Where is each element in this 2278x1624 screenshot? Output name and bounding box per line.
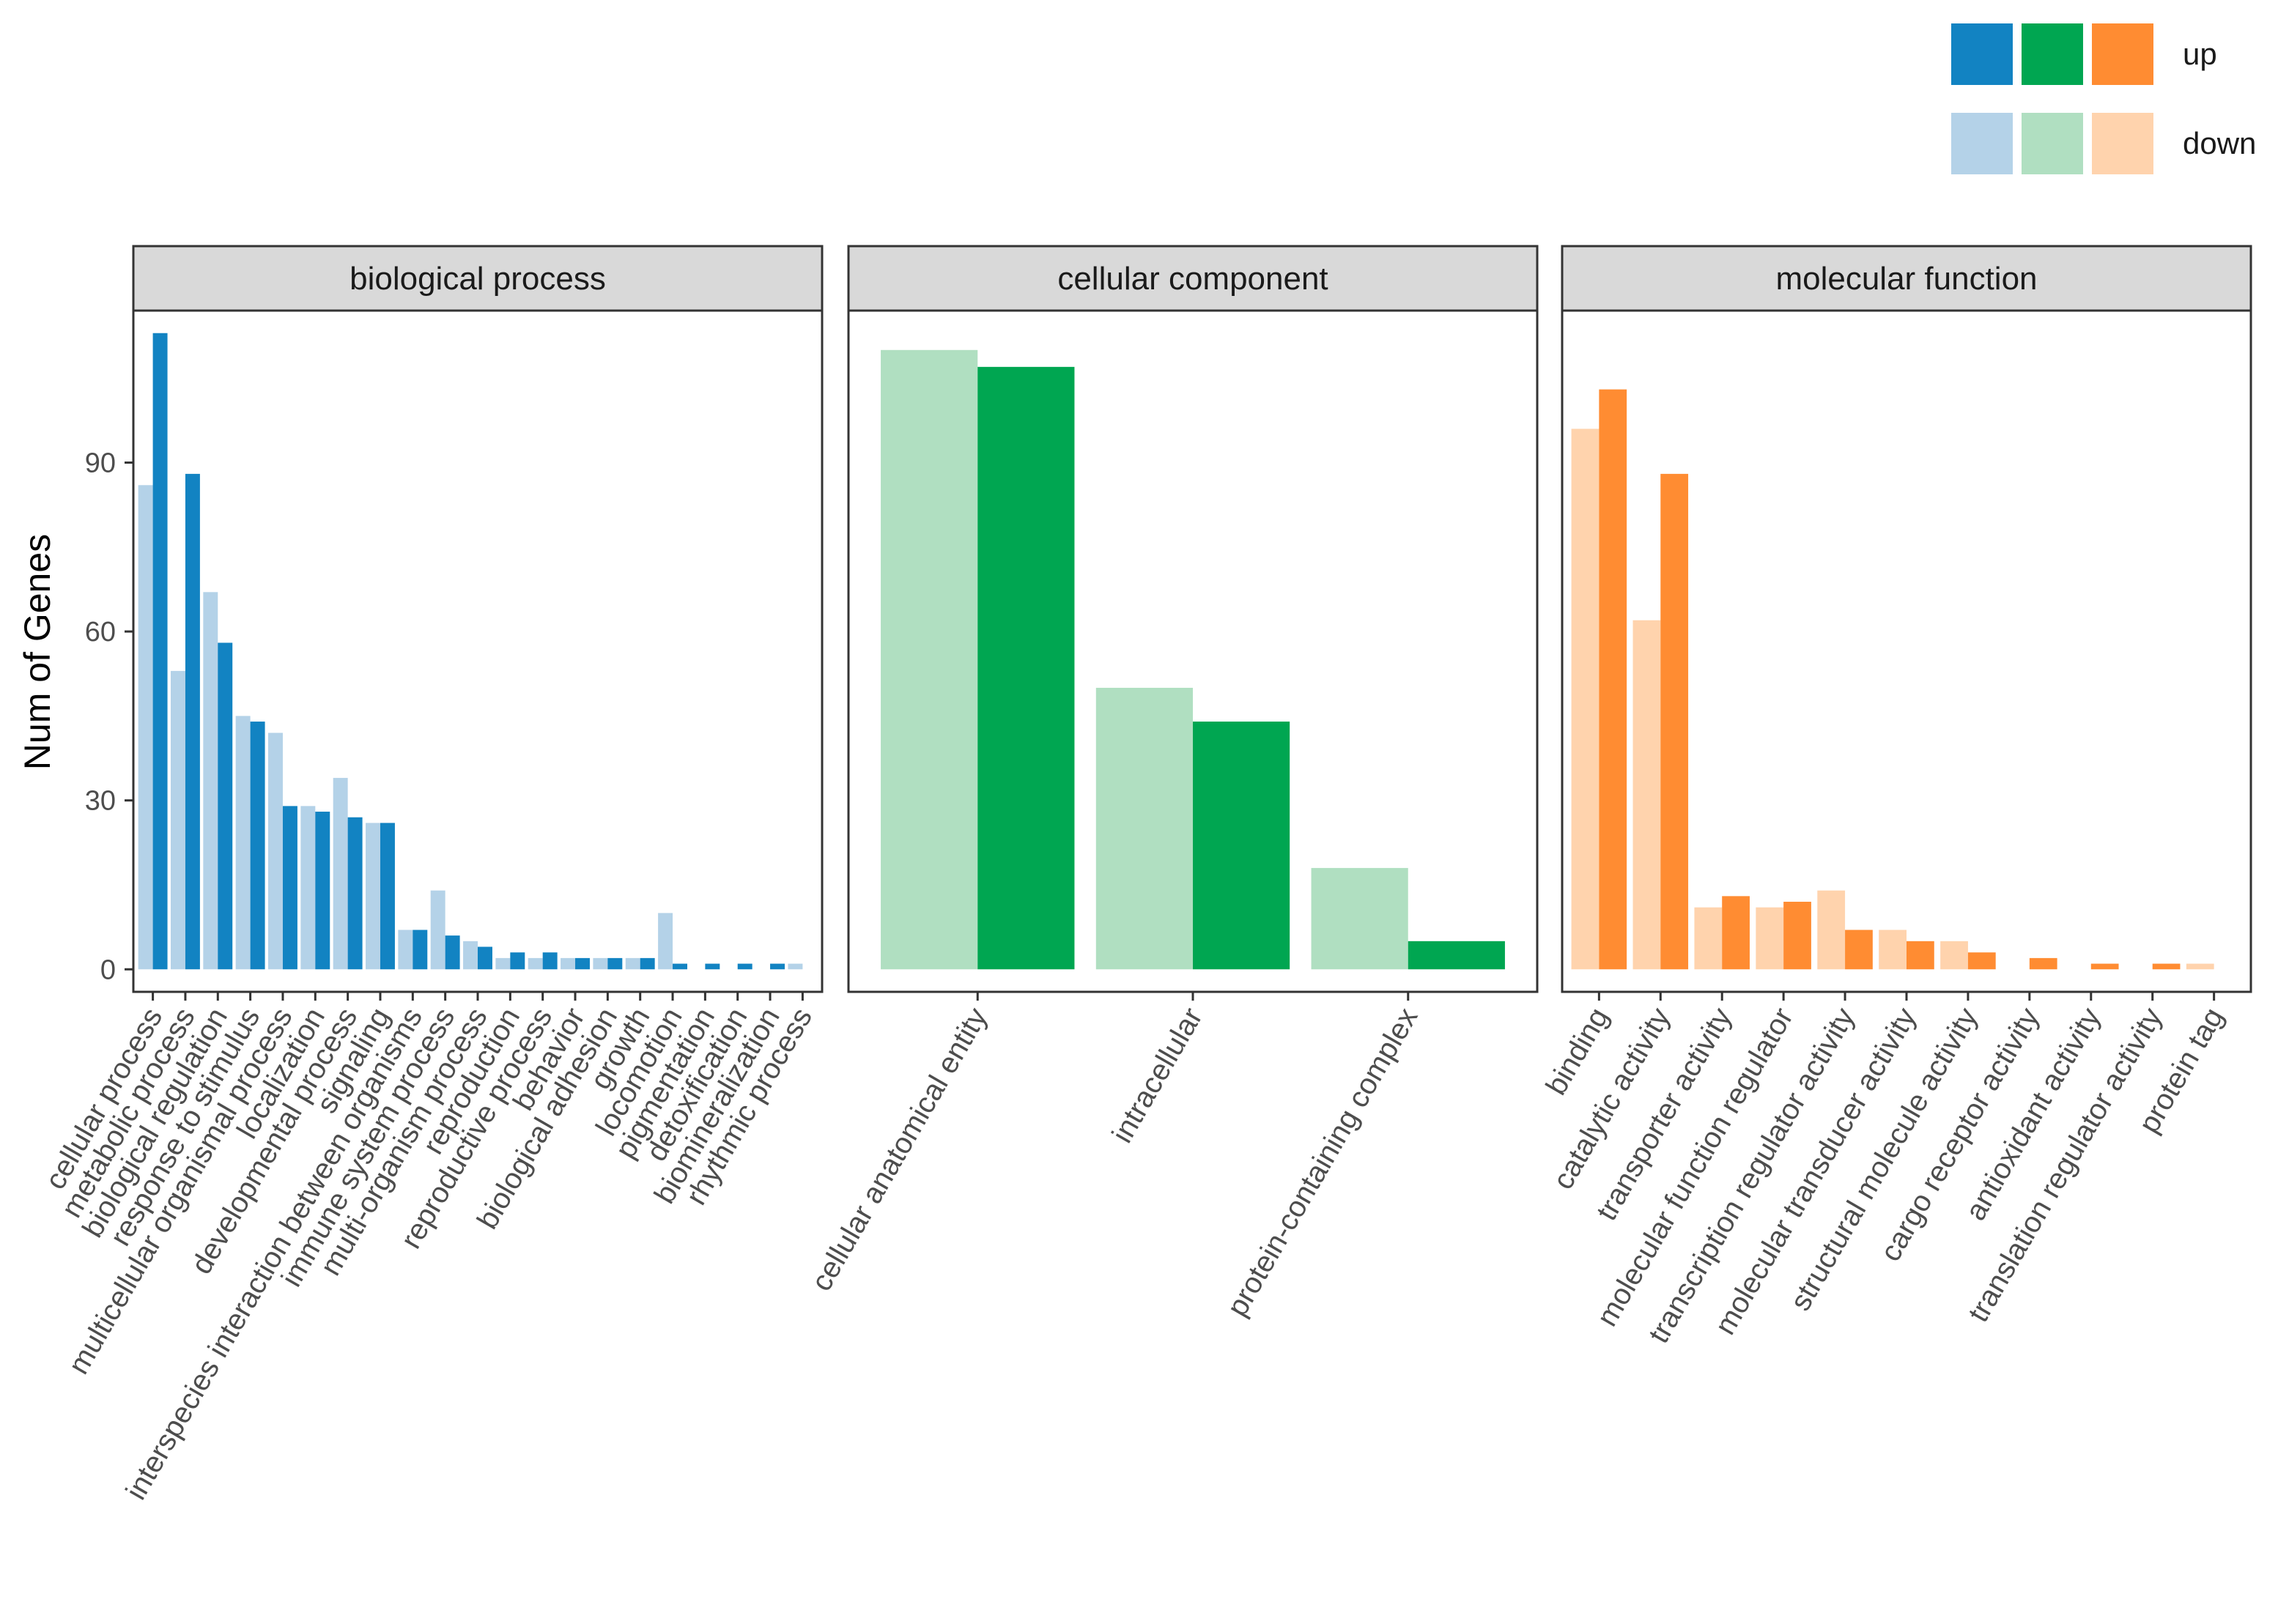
strip-title: cellular component — [1057, 261, 1328, 297]
bar-down-metabolic-process — [170, 670, 185, 970]
panel-border — [847, 309, 1539, 993]
strip-background — [132, 245, 824, 312]
bar-down-transcription-regulator-activity — [1817, 890, 1846, 970]
y-tick-label: 60 — [85, 617, 116, 648]
legend-key-down-2 — [2022, 113, 2083, 174]
bar-up-molecular-function-regulator — [1783, 902, 1811, 970]
legend-key-up-3 — [2092, 23, 2153, 85]
y-axis-title: Num of Genes — [17, 534, 58, 770]
category-label: protein-containing complex — [1221, 1003, 1424, 1322]
y-tick-label: 30 — [85, 786, 116, 817]
legend-key-up-2 — [2022, 23, 2083, 85]
bar-up-immune-system-process — [445, 935, 460, 970]
bar-down-reproductive-process — [528, 957, 543, 970]
bar-up-multi-organism-process — [478, 946, 492, 970]
legend-label-down: down — [2183, 126, 2256, 160]
bar-up-growth — [640, 957, 655, 970]
bar-up-interspecies-interaction-between-organisms — [413, 930, 428, 970]
strip-title: molecular function — [1775, 261, 2037, 297]
bar-up-biological-regulation — [218, 642, 233, 970]
bar-down-rhythmic-process — [788, 963, 803, 970]
bar-down-biological-regulation — [203, 592, 218, 970]
bar-down-multicellular-organismal-process — [268, 733, 283, 970]
strip-background — [847, 245, 1539, 312]
bar-down-reproduction — [495, 957, 511, 970]
y-axis: 0 30 60 90 — [85, 448, 133, 985]
bar-up-response-to-stimulus — [250, 722, 265, 970]
bar-down-intracellular — [1095, 687, 1193, 970]
y-tick-label: 90 — [85, 448, 116, 479]
bar-up-intracellular — [1193, 722, 1290, 970]
bar-down-multi-organism-process — [463, 941, 478, 970]
bar-down-structural-molecule-activity — [1940, 941, 1968, 970]
y-tick-label: 0 — [100, 954, 116, 985]
legend-label-up: up — [2183, 37, 2217, 71]
bar-up-biomineralization — [770, 963, 785, 970]
bar-up-multicellular-organismal-process — [282, 806, 297, 970]
bar-up-translation-regulator-activity — [2152, 963, 2181, 970]
bar-up-behavior — [575, 957, 590, 970]
bar-up-cargo-receptor-activity — [2029, 957, 2057, 970]
bar-up-structural-molecule-activity — [1967, 952, 1996, 970]
bar-up-pigmentation — [705, 963, 720, 970]
category-label: cellular anatomical entity — [805, 1003, 994, 1297]
bar-up-cellular-anatomical-entity — [977, 366, 1075, 970]
bar-down-cellular-anatomical-entity — [881, 349, 978, 970]
bar-up-molecular-transducer-activity — [1907, 941, 1934, 970]
strip-title: biological process — [350, 261, 606, 297]
bar-down-catalytic-activity — [1632, 620, 1661, 970]
bar-up-cellular-process — [152, 333, 168, 970]
panel-border — [132, 309, 824, 993]
bar-down-cellular-process — [138, 485, 153, 970]
panel-cellular-component: cellular component cellular anatomical en… — [805, 245, 1539, 1322]
bar-up-binding — [1599, 389, 1627, 970]
bar-up-metabolic-process — [185, 473, 200, 970]
bar-down-developmental-process — [333, 777, 348, 970]
bar-up-biological-adhesion — [607, 957, 623, 970]
bar-up-detoxification — [737, 963, 752, 970]
bar-down-interspecies-interaction-between-organisms — [398, 930, 413, 970]
bar-up-transporter-activity — [1722, 896, 1750, 970]
legend-key-down-1 — [1951, 113, 2013, 174]
bar-down-binding — [1571, 429, 1600, 970]
panel-border — [1561, 309, 2252, 993]
bar-up-antioxidant-activity — [2090, 963, 2119, 970]
bar-down-molecular-function-regulator — [1756, 907, 1784, 970]
bar-down-transporter-activity — [1694, 907, 1723, 970]
legend: up down — [1951, 23, 2256, 174]
bar-down-molecular-transducer-activity — [1879, 930, 1907, 970]
bar-down-growth — [625, 957, 640, 970]
bar-up-locomotion — [673, 963, 687, 970]
bar-down-immune-system-process — [430, 890, 445, 970]
bar-up-localization — [315, 812, 330, 970]
bar-up-protein-containing-complex — [1408, 941, 1505, 970]
bar-up-reproduction — [510, 952, 525, 970]
bar-down-biological-adhesion — [593, 957, 608, 970]
bar-up-developmental-process — [347, 817, 363, 970]
legend-key-up-1 — [1951, 23, 2013, 85]
legend-key-down-3 — [2092, 113, 2153, 174]
bar-down-locomotion — [658, 913, 673, 970]
bar-up-catalytic-activity — [1660, 473, 1689, 970]
bar-down-protein-tag — [2186, 963, 2214, 970]
bar-up-signaling — [380, 823, 395, 970]
bar-down-protein-containing-complex — [1311, 867, 1408, 970]
bar-up-reproductive-process — [542, 952, 558, 970]
bar-down-behavior — [561, 957, 576, 970]
bar-down-signaling — [366, 823, 380, 970]
bar-up-transcription-regulator-activity — [1845, 930, 1873, 970]
category-label: intracellular — [1106, 1003, 1208, 1149]
bar-down-response-to-stimulus — [235, 716, 251, 970]
bar-down-localization — [300, 806, 316, 970]
